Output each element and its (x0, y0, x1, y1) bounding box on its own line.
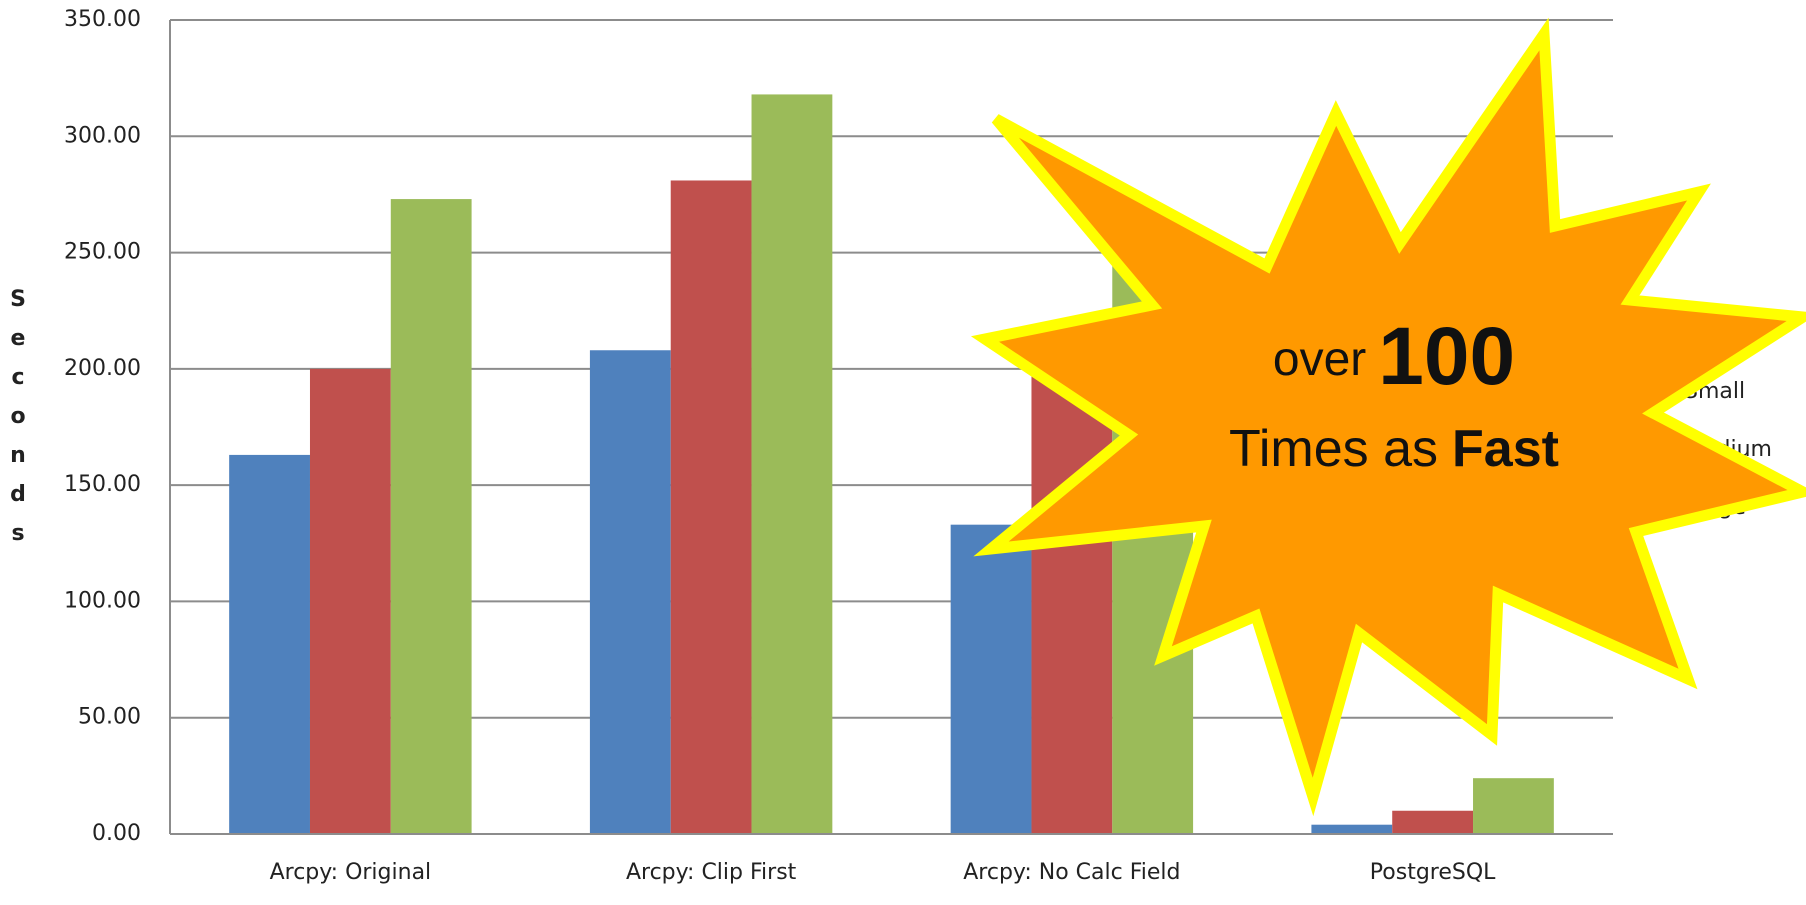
starburst: over 100 Times as Fast (970, 17, 1806, 817)
annotation-fast: Fast (1452, 420, 1559, 478)
y-label-letter: c (11, 365, 24, 390)
y-label-letter: e (11, 326, 26, 351)
y-tick-label: 50.00 (78, 705, 141, 730)
y-tick-label: 250.00 (64, 240, 141, 265)
x-tick-label: PostgreSQL (1370, 860, 1496, 885)
y-label-letter: o (10, 404, 25, 429)
annotation-number: 100 (1378, 311, 1515, 402)
bar (1311, 824, 1393, 834)
y-label-letter: S (10, 287, 26, 312)
x-tick-label: Arcpy: No Calc Field (963, 860, 1180, 885)
bar (751, 94, 833, 835)
x-tick-label: Arcpy: Clip First (626, 860, 797, 885)
bar (1031, 368, 1113, 834)
y-tick-label: 150.00 (64, 472, 141, 497)
bar (670, 180, 752, 834)
y-tick-label: 100.00 (64, 588, 141, 613)
bar (229, 454, 310, 834)
bar (390, 199, 472, 834)
bar (309, 368, 391, 834)
annotation-times: Times as (1229, 420, 1438, 478)
bar (1392, 810, 1474, 834)
annotation-line1: over 100 (1273, 311, 1515, 402)
y-tick-label: 200.00 (64, 356, 141, 381)
annotation-line2: Times as Fast (1229, 420, 1559, 478)
y-tick-label: 0.00 (92, 821, 141, 846)
x-tick-label: Arcpy: Original (270, 860, 432, 885)
y-label-letter: s (11, 521, 24, 546)
y-tick-label: 300.00 (64, 123, 141, 148)
annotation-over: over (1273, 333, 1366, 386)
bar (950, 524, 1032, 834)
y-label-letter: n (10, 443, 26, 468)
bar (589, 350, 671, 834)
starburst-shape (970, 17, 1806, 817)
bar (1473, 778, 1554, 834)
y-label-letter: d (10, 482, 26, 507)
y-tick-label: 350.00 (64, 7, 141, 32)
